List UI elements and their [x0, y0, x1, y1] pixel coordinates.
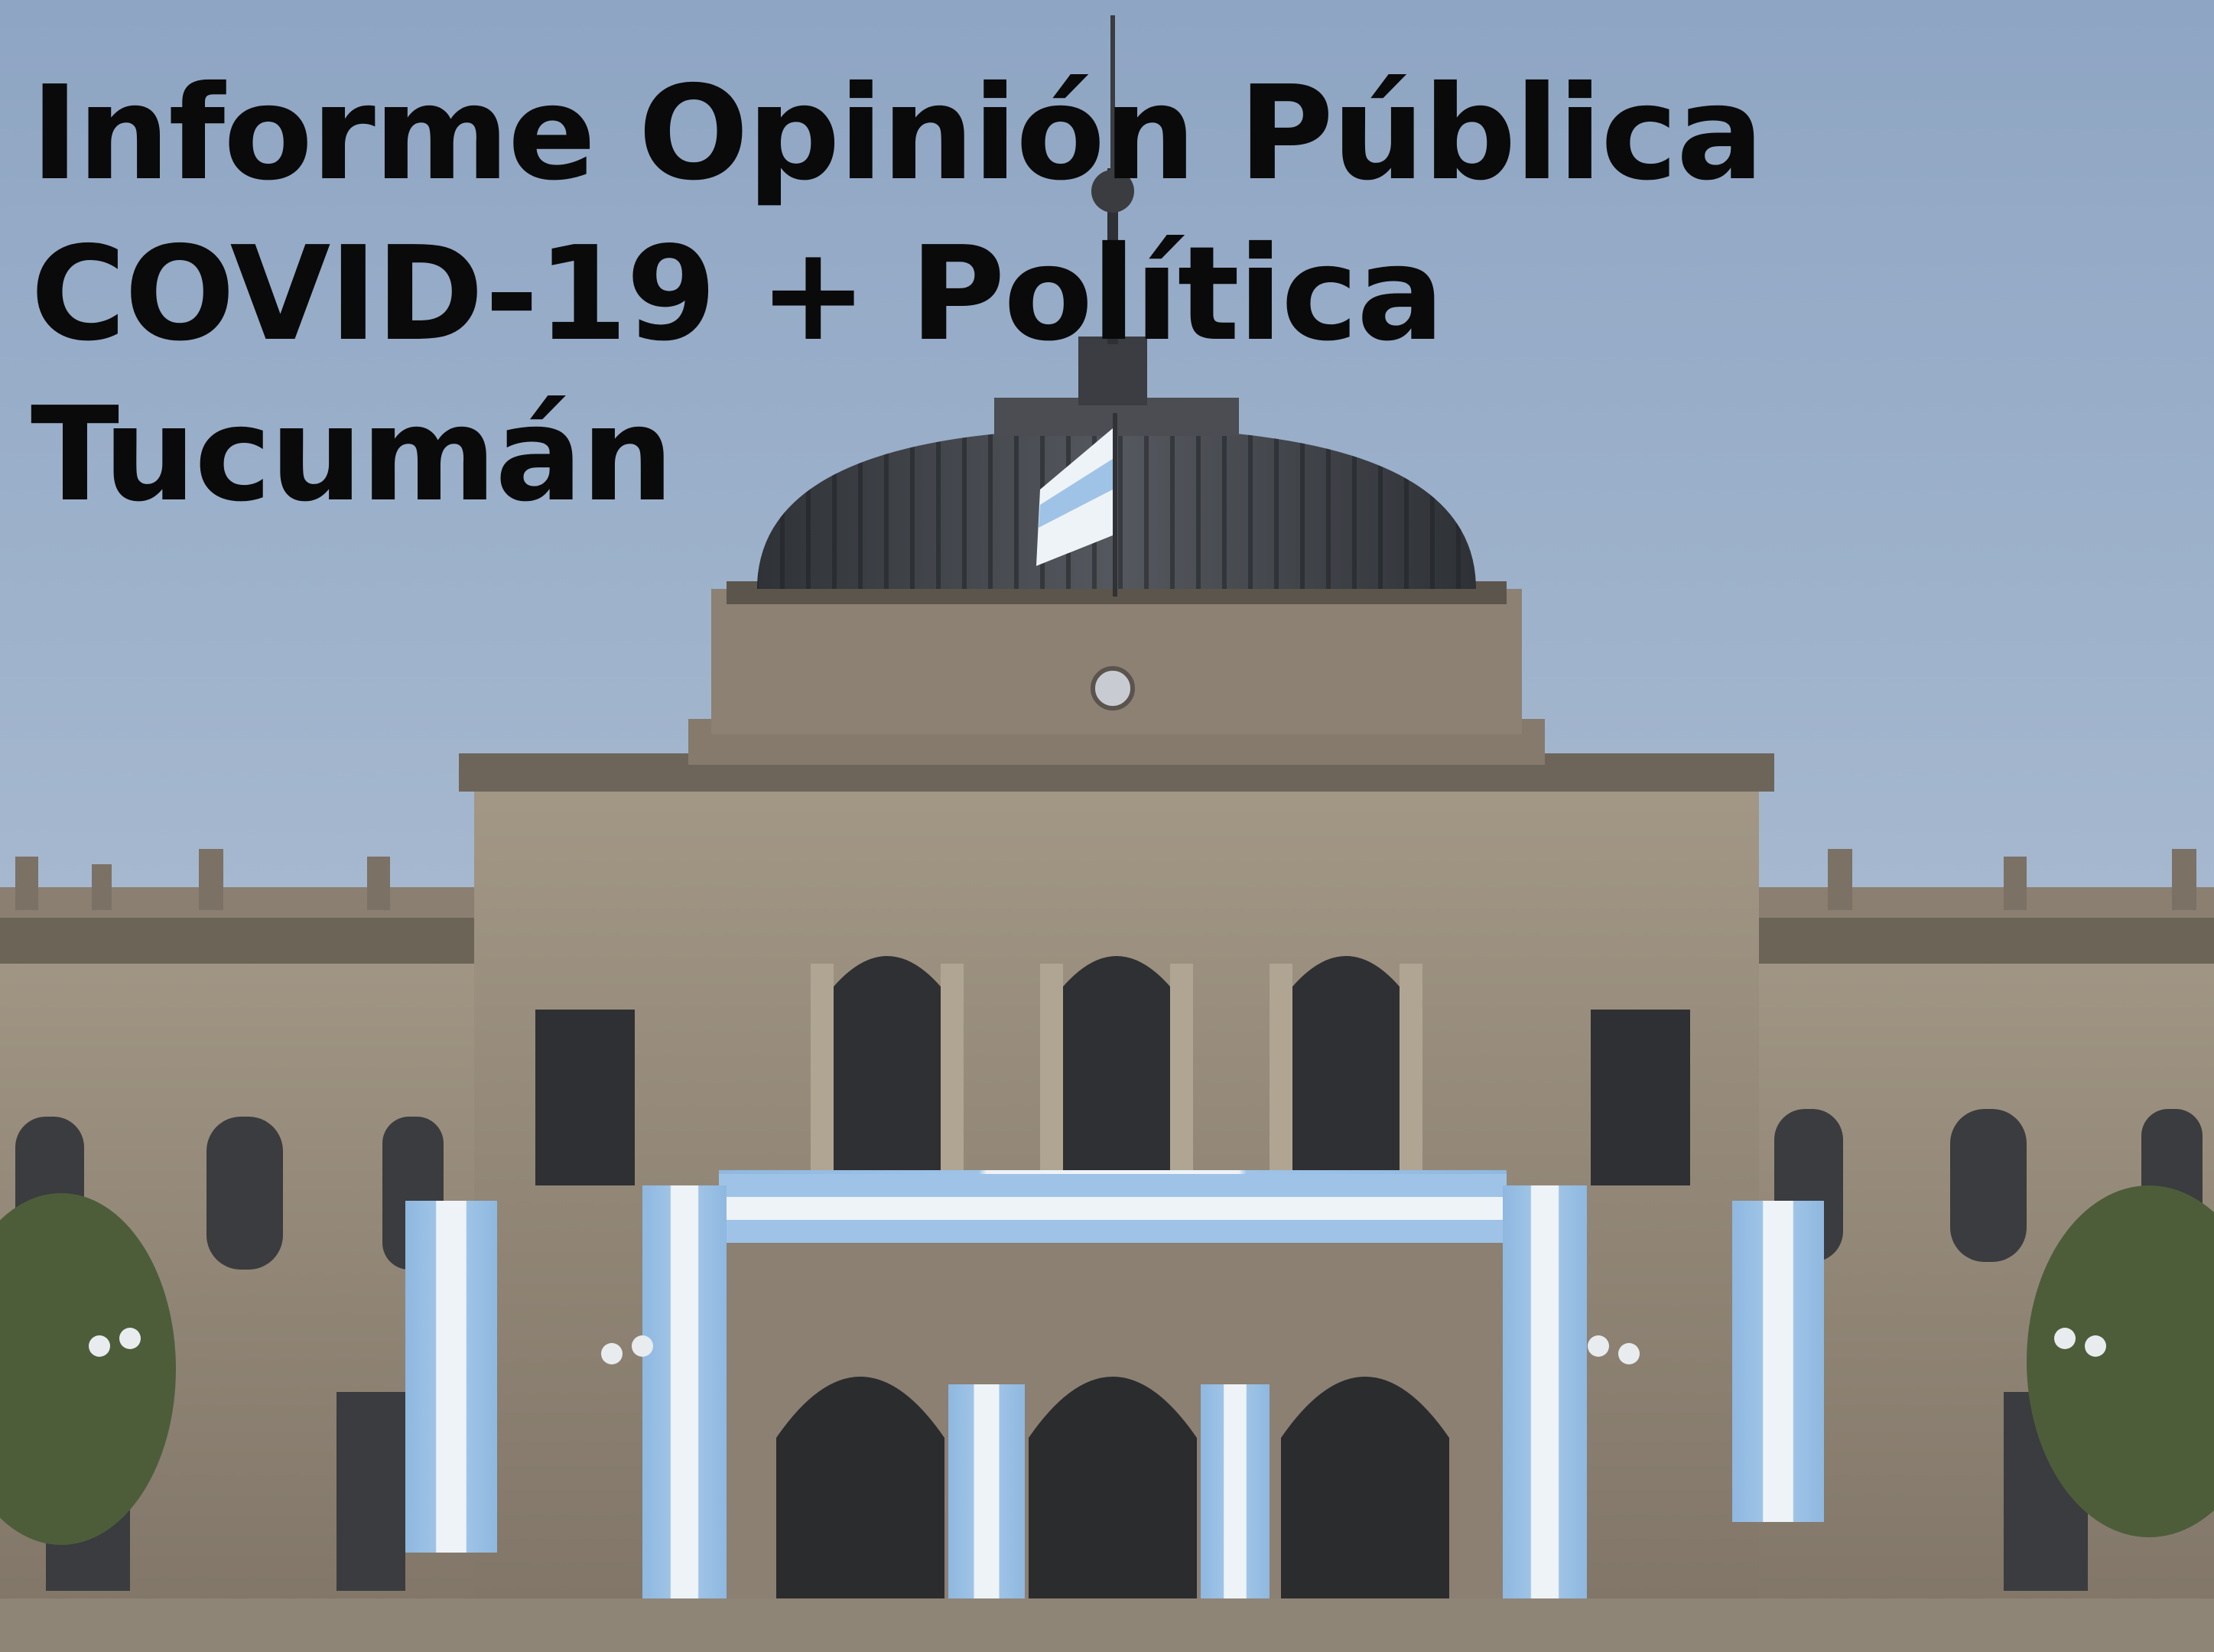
report-title: Informe Opinión Pública COVID-19 + Polít… — [31, 54, 1764, 535]
finials — [15, 849, 2196, 910]
porch — [719, 1243, 1507, 1652]
columns — [811, 964, 1422, 1178]
title-line-2: COVID-19 + Política — [31, 219, 1445, 370]
dome-flag — [1036, 413, 1117, 597]
upper-arches — [535, 956, 1690, 1185]
balcony-bunting — [719, 1170, 1507, 1243]
title-line-1: Informe Opinión Pública — [31, 58, 1764, 210]
clock — [1091, 666, 1135, 711]
hanging-flags — [405, 1185, 1824, 1614]
trees — [0, 1185, 2214, 1545]
street-lamps — [89, 1328, 2106, 1364]
title-line-3: Tucumán — [31, 379, 674, 531]
front-steps — [0, 1598, 2214, 1652]
